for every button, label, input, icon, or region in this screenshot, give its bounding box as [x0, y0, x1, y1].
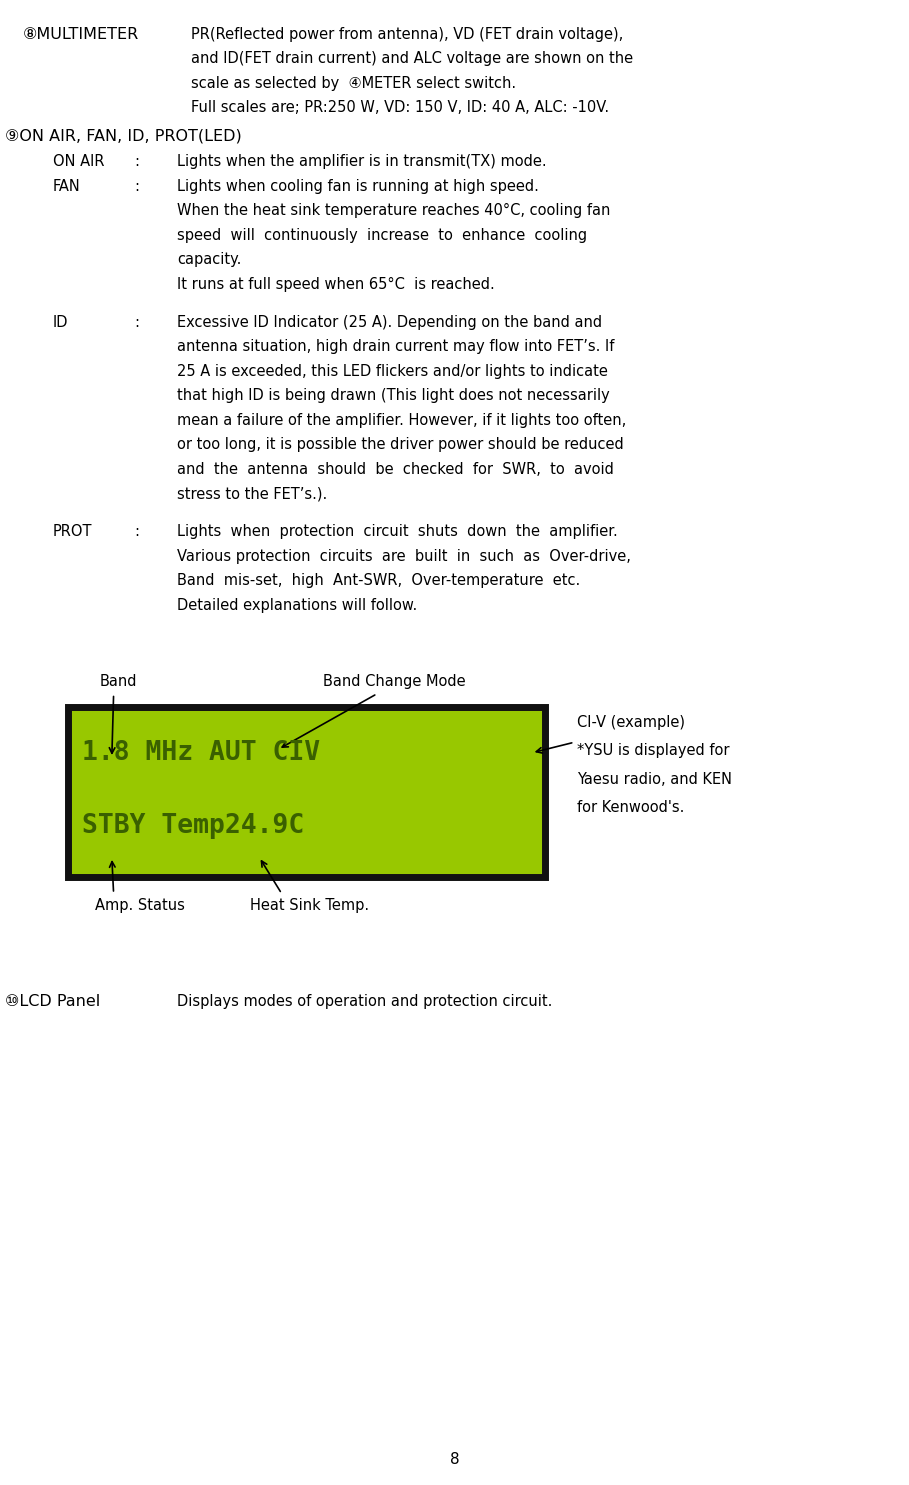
Text: Various protection  circuits  are  built  in  such  as  Over-drive,: Various protection circuits are built in…: [177, 548, 631, 564]
Bar: [68, 707, 545, 878]
Text: :: :: [135, 154, 140, 169]
Text: and ID(FET drain current) and ALC voltage are shown on the: and ID(FET drain current) and ALC voltag…: [191, 50, 633, 67]
Text: Lights when the amplifier is in transmit(TX) mode.: Lights when the amplifier is in transmit…: [177, 154, 547, 169]
Text: ID: ID: [53, 315, 68, 330]
Text: ⑨ON AIR, FAN, ID, PROT(LED): ⑨ON AIR, FAN, ID, PROT(LED): [5, 128, 241, 144]
Text: Lights  when  protection  circuit  shuts  down  the  amplifier.: Lights when protection circuit shuts dow…: [177, 524, 618, 539]
Text: for Kenwood's.: for Kenwood's.: [577, 800, 684, 815]
Text: 25 A is exceeded, this LED flickers and/or lights to indicate: 25 A is exceeded, this LED flickers and/…: [177, 364, 608, 379]
Text: Full scales are; PR:250 W, VD: 150 V, ID: 40 A, ALC: -10V.: Full scales are; PR:250 W, VD: 150 V, ID…: [191, 99, 609, 116]
Text: Detailed explanations will follow.: Detailed explanations will follow.: [177, 597, 417, 613]
Text: :: :: [135, 315, 140, 330]
Text: 1.8 MHz AUT CIV: 1.8 MHz AUT CIV: [83, 740, 321, 766]
Text: that high ID is being drawn (This light does not necessarily: that high ID is being drawn (This light …: [177, 388, 610, 402]
Text: Excessive ID Indicator (25 A). Depending on the band and: Excessive ID Indicator (25 A). Depending…: [177, 315, 603, 330]
Text: Heat Sink Temp.: Heat Sink Temp.: [250, 898, 369, 913]
Text: Band  mis-set,  high  Ant-SWR,  Over-temperature  etc.: Band mis-set, high Ant-SWR, Over-tempera…: [177, 573, 581, 588]
Text: When the heat sink temperature reaches 40°C, cooling fan: When the heat sink temperature reaches 4…: [177, 203, 611, 218]
Text: stress to the FET’s.).: stress to the FET’s.).: [177, 486, 327, 500]
Text: CI-V (example): CI-V (example): [577, 716, 685, 731]
Text: PROT: PROT: [53, 524, 92, 539]
Text: Amp. Status: Amp. Status: [95, 898, 185, 913]
Text: Yaesu radio, and KEN: Yaesu radio, and KEN: [577, 772, 733, 787]
Text: scale as selected by  ④METER select switch.: scale as selected by ④METER select switc…: [191, 76, 516, 91]
Text: Band Change Mode: Band Change Mode: [323, 674, 465, 689]
Text: :: :: [135, 178, 140, 193]
Text: ON AIR: ON AIR: [53, 154, 105, 169]
Text: Band: Band: [100, 674, 137, 689]
Text: mean a failure of the amplifier. However, if it lights too often,: mean a failure of the amplifier. However…: [177, 413, 626, 428]
Text: ⑩LCD Panel: ⑩LCD Panel: [5, 993, 100, 1010]
Text: Displays modes of operation and protection circuit.: Displays modes of operation and protecti…: [177, 993, 553, 1010]
Text: capacity.: capacity.: [177, 252, 242, 267]
Text: STBY Temp24.9C: STBY Temp24.9C: [83, 814, 305, 839]
Text: antenna situation, high drain current may flow into FET’s. If: antenna situation, high drain current ma…: [177, 339, 614, 353]
Text: :: :: [135, 524, 140, 539]
Text: PR(Reflected power from antenna), VD (FET drain voltage),: PR(Reflected power from antenna), VD (FE…: [191, 27, 624, 42]
Text: or too long, it is possible the driver power should be reduced: or too long, it is possible the driver p…: [177, 437, 624, 451]
Text: Lights when cooling fan is running at high speed.: Lights when cooling fan is running at hi…: [177, 178, 539, 193]
Text: It runs at full speed when 65°C  is reached.: It runs at full speed when 65°C is reach…: [177, 276, 495, 291]
Text: ⑧MULTIMETER: ⑧MULTIMETER: [23, 27, 139, 42]
Text: speed  will  continuously  increase  to  enhance  cooling: speed will continuously increase to enha…: [177, 227, 587, 242]
Text: FAN: FAN: [53, 178, 81, 193]
Text: and  the  antenna  should  be  checked  for  SWR,  to  avoid: and the antenna should be checked for SW…: [177, 462, 614, 477]
Text: 8: 8: [450, 1452, 459, 1467]
Text: *YSU is displayed for: *YSU is displayed for: [577, 744, 730, 759]
